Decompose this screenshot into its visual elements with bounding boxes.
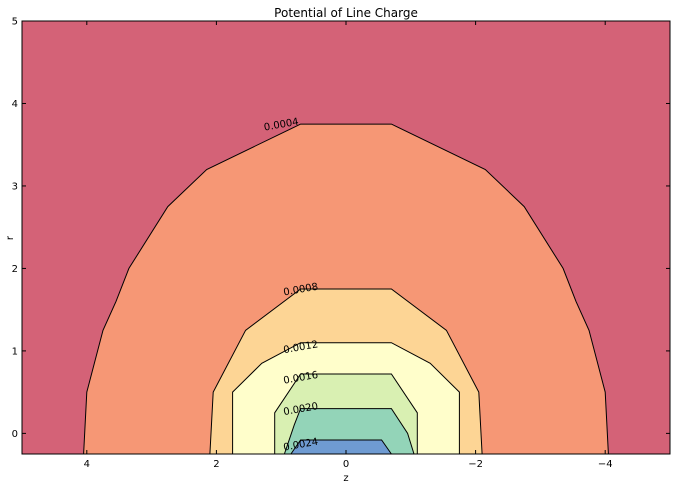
contour-line-0.0020: [283, 408, 415, 455]
x-tick-label: −2: [468, 459, 483, 470]
y-tick-label: 1: [12, 346, 18, 357]
x-tick-label: 4: [84, 459, 90, 470]
y-tick-label: 0: [12, 429, 18, 440]
x-tick-label: −4: [598, 459, 613, 470]
y-tick-label: 3: [12, 181, 18, 192]
x-axis-label: z: [343, 473, 348, 484]
contour-fills: [22, 21, 670, 454]
contour-line-0.0012: [232, 342, 460, 454]
contour-line-0.0004: [83, 123, 609, 455]
contour-lines: [83, 123, 609, 455]
y-axis-label: r: [5, 235, 16, 240]
y-tick-label: 4: [12, 99, 18, 110]
chart-title: Potential of Line Charge: [274, 6, 418, 20]
y-tick-label: 2: [12, 264, 18, 275]
y-tick-label: 5: [12, 17, 18, 28]
contour-line-0.0008: [209, 288, 483, 455]
region-fill-0.0024: [290, 440, 392, 454]
contour-line-0.0016: [274, 373, 418, 454]
x-tick-label: 2: [213, 459, 219, 470]
x-tick-label: 0: [343, 459, 349, 470]
contour-line-0.0024: [290, 439, 392, 455]
axis-ticks: 4 2 0 −2 −4 0 1 2 3 4 5: [12, 17, 670, 470]
